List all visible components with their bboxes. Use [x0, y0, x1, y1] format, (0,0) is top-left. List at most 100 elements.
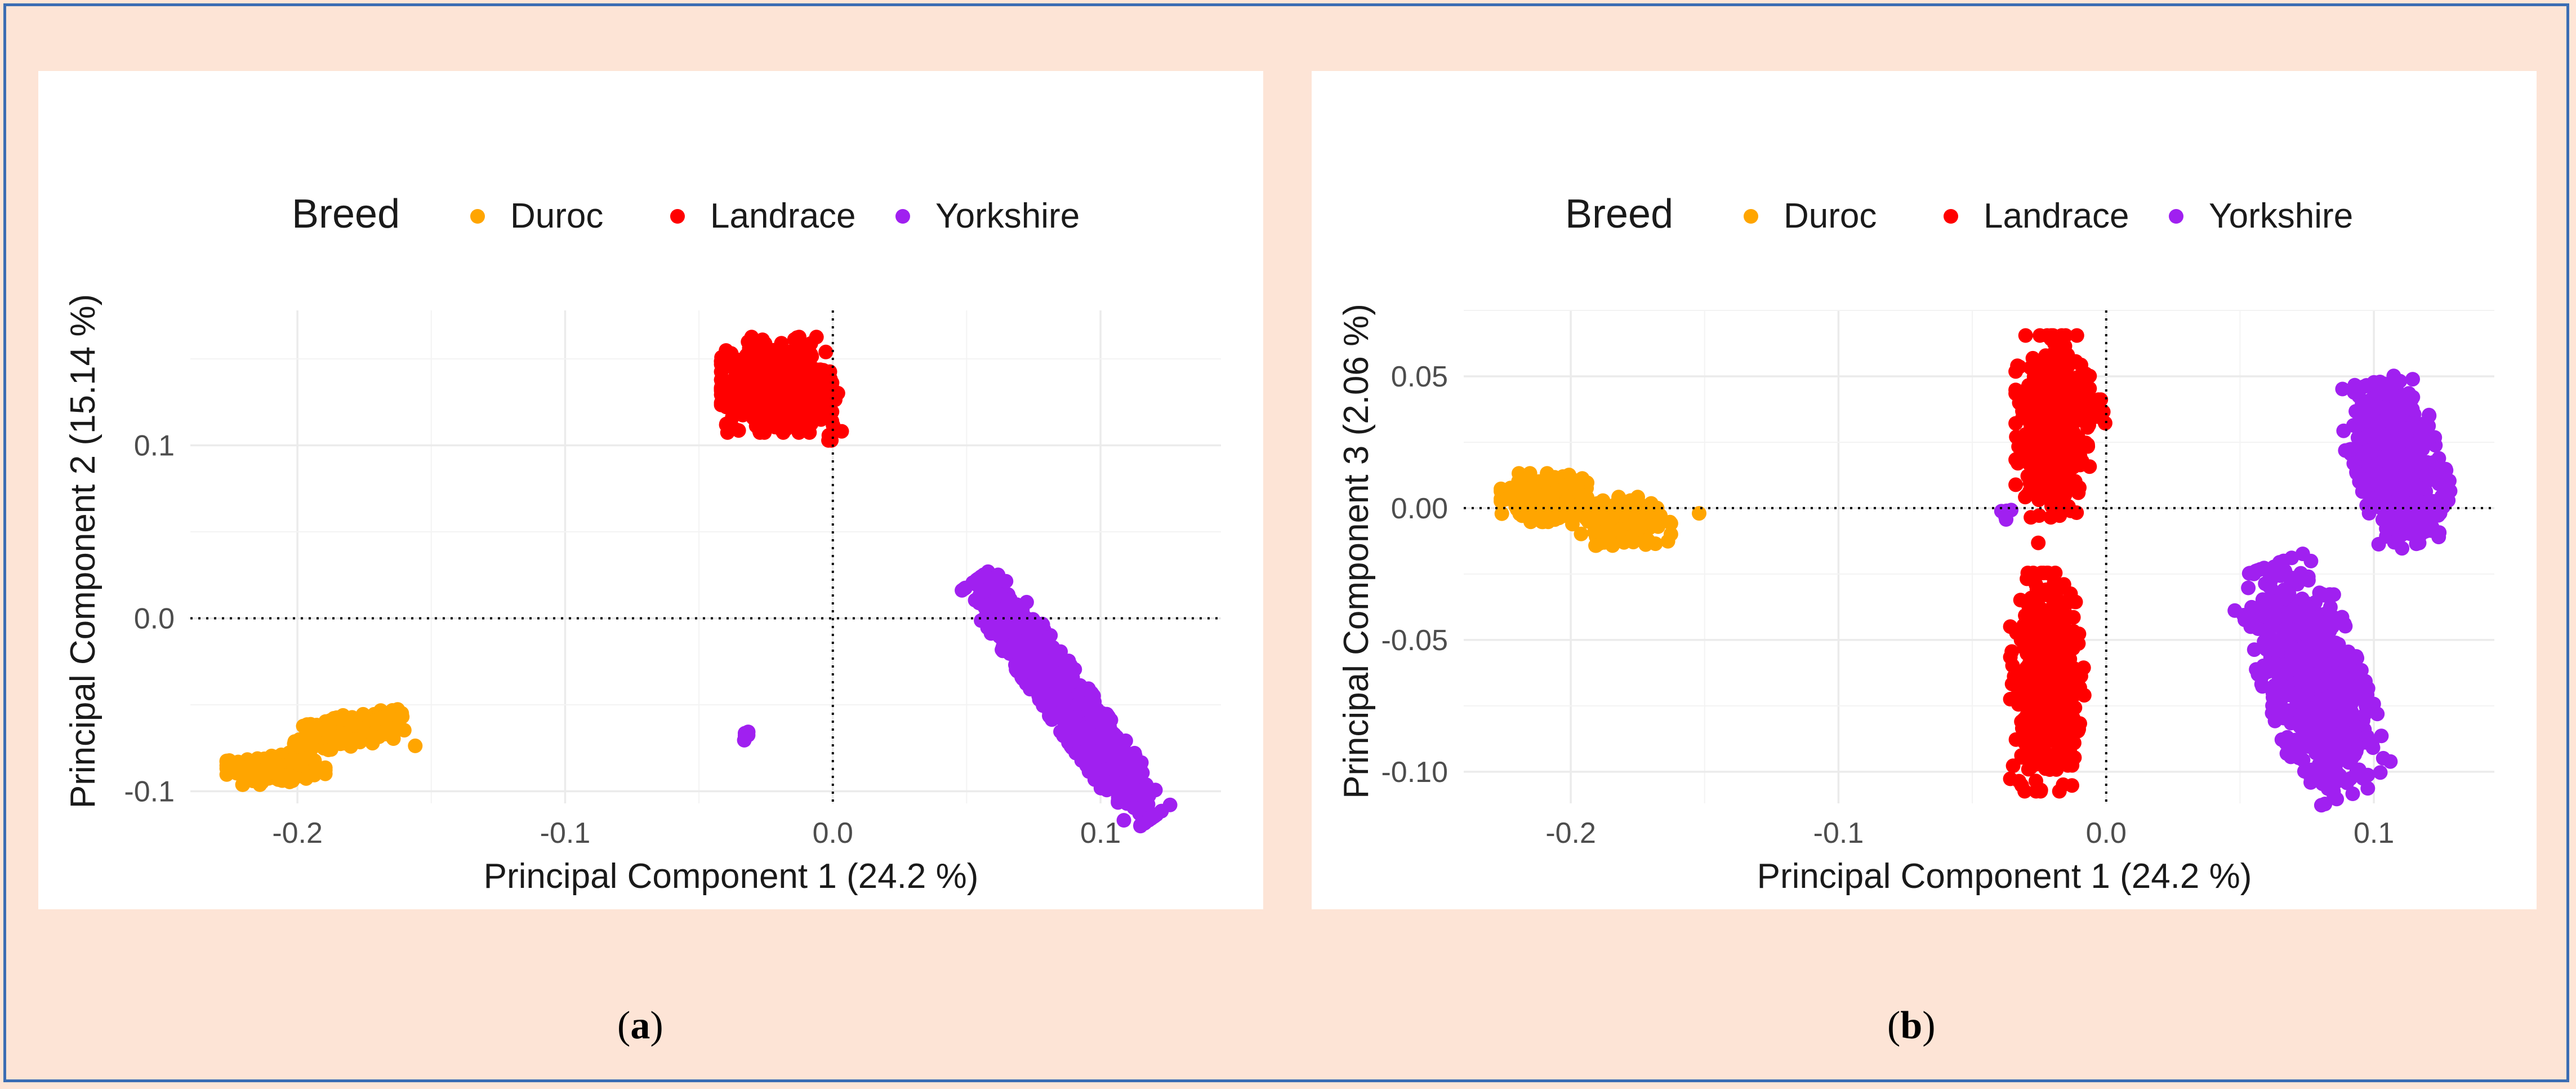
- point-yorkshire: [1019, 594, 1034, 610]
- point-landrace: [2066, 665, 2081, 680]
- point-yorkshire: [2374, 728, 2389, 744]
- legend-label-duroc: Duroc: [510, 197, 603, 235]
- point-yorkshire: [1070, 697, 1085, 712]
- point-duroc: [239, 766, 255, 781]
- point-landrace: [2061, 723, 2076, 738]
- point-yorkshire: [2432, 506, 2448, 521]
- point-yorkshire: [980, 598, 995, 613]
- point-landrace: [2049, 762, 2064, 777]
- x-axis-title: Principal Component 1 (24.2 %): [484, 857, 979, 896]
- cluster-duroc: [219, 745, 333, 792]
- point-landrace: [2044, 677, 2059, 692]
- point-yorkshire: [2399, 457, 2414, 472]
- point-yorkshire: [1038, 674, 1053, 689]
- point-landrace: [2024, 590, 2039, 606]
- point-landrace: [818, 344, 834, 359]
- point-landrace: [819, 402, 834, 417]
- point-landrace: [2079, 390, 2094, 406]
- point-landrace: [2015, 449, 2030, 464]
- point-duroc: [388, 721, 403, 735]
- point-landrace: [2037, 628, 2052, 643]
- point-yorkshire: [1126, 800, 1142, 815]
- legend-swatch-duroc: [470, 209, 485, 224]
- point-yorkshire: [1162, 797, 1178, 812]
- point-landrace: [2035, 469, 2050, 484]
- point-duroc: [309, 723, 324, 738]
- legend: Breed Duroc Landrace Yorkshire: [292, 192, 1080, 237]
- point-duroc: [1544, 502, 1559, 517]
- point-yorkshire: [1020, 621, 1036, 637]
- point-landrace: [2018, 490, 2033, 505]
- point-duroc: [1628, 512, 1643, 527]
- point-landrace: [2021, 378, 2036, 393]
- point-landrace: [2044, 721, 2060, 736]
- legend-swatch-yorkshire: [895, 209, 910, 224]
- cluster-landrace: [2031, 535, 2046, 550]
- x-tick-label: -0.2: [272, 817, 323, 850]
- point-duroc: [1596, 524, 1611, 539]
- legend-label-landrace: Landrace: [710, 197, 856, 235]
- point-landrace: [2018, 668, 2033, 683]
- point-duroc: [265, 764, 280, 780]
- point-landrace: [2080, 439, 2096, 454]
- point-landrace: [2060, 739, 2075, 754]
- point-duroc: [252, 777, 268, 792]
- point-landrace: [742, 350, 757, 365]
- point-duroc: [313, 761, 328, 776]
- point-landrace: [726, 361, 741, 376]
- point-landrace: [2018, 328, 2033, 343]
- point-landrace: [2060, 347, 2075, 362]
- point-landrace: [2008, 383, 2024, 398]
- point-duroc: [408, 738, 423, 753]
- point-duroc: [355, 706, 371, 722]
- point-landrace: [2014, 777, 2029, 793]
- point-landrace: [2008, 364, 2024, 379]
- point-yorkshire: [2415, 520, 2430, 535]
- point-landrace: [2048, 466, 2063, 481]
- point-yorkshire: [2439, 463, 2454, 478]
- point-landrace: [779, 353, 795, 368]
- point-yorkshire: [1086, 759, 1100, 775]
- point-yorkshire: [1111, 795, 1126, 810]
- point-yorkshire: [1054, 665, 1069, 681]
- point-landrace: [747, 405, 762, 420]
- point-landrace: [728, 379, 743, 394]
- cluster-duroc: [1692, 506, 1706, 521]
- point-landrace: [2069, 328, 2084, 343]
- point-yorkshire: [1042, 708, 1057, 723]
- cluster-yorkshire: [2227, 546, 2398, 813]
- point-landrace: [2034, 566, 2049, 580]
- point-yorkshire: [1148, 783, 1163, 798]
- point-yorkshire: [1002, 619, 1017, 634]
- point-landrace: [2015, 403, 2030, 419]
- point-landrace: [803, 336, 818, 351]
- point-yorkshire: [2363, 443, 2378, 458]
- point-yorkshire: [2335, 381, 2350, 397]
- cluster-yorkshire: [737, 724, 756, 748]
- point-yorkshire: [2371, 537, 2386, 552]
- point-duroc: [353, 735, 368, 750]
- point-yorkshire: [1133, 819, 1148, 834]
- cluster-landrace: [714, 330, 840, 440]
- point-yorkshire: [2373, 414, 2388, 429]
- point-landrace: [2036, 734, 2051, 749]
- point-duroc: [1518, 481, 1534, 496]
- point-duroc: [219, 761, 234, 776]
- point-landrace: [2033, 784, 2048, 799]
- point-landrace: [2034, 479, 2049, 495]
- point-landrace: [730, 406, 746, 421]
- point-yorkshire: [1002, 592, 1018, 607]
- point-yorkshire: [1116, 813, 1131, 828]
- point-landrace: [2036, 442, 2051, 457]
- point-yorkshire: [2345, 786, 2360, 801]
- point-landrace: [2042, 584, 2057, 598]
- point-landrace: [2005, 758, 2021, 774]
- point-landrace: [768, 375, 783, 390]
- point-yorkshire: [958, 580, 973, 595]
- y-tick-label: 0.1: [134, 429, 175, 462]
- point-duroc: [1534, 474, 1549, 489]
- point-landrace: [2051, 394, 2066, 408]
- point-landrace: [2004, 677, 2020, 692]
- point-landrace: [2031, 535, 2046, 550]
